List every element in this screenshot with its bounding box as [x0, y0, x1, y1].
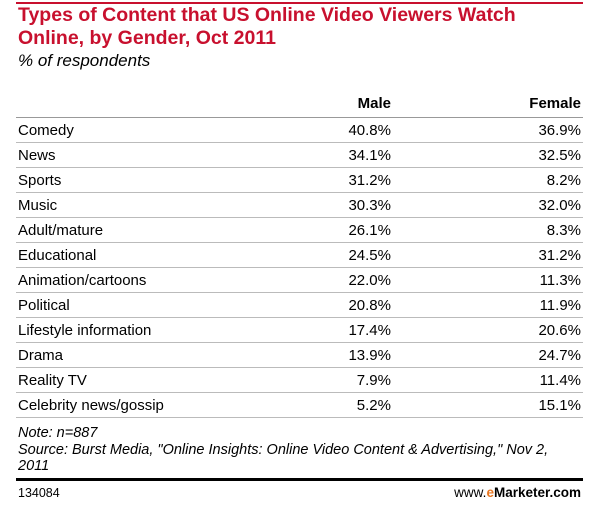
female-value: 11.4%: [401, 367, 583, 393]
male-value: 7.9%: [241, 367, 401, 393]
female-value: 8.3%: [401, 217, 583, 243]
brand-rest: Marketer.com: [493, 485, 581, 500]
row-label: News: [16, 142, 241, 168]
female-value: 15.1%: [401, 392, 583, 418]
female-value: 24.7%: [401, 342, 583, 368]
row-label: Political: [16, 292, 241, 318]
female-value: 20.6%: [401, 317, 583, 343]
male-value: 22.0%: [241, 267, 401, 293]
source: Source: Burst Media, "Online Insights: O…: [18, 441, 549, 475]
female-value: 36.9%: [401, 117, 583, 143]
male-value: 40.8%: [241, 117, 401, 143]
row-label: Celebrity news/gossip: [16, 392, 241, 418]
corner: [16, 90, 241, 118]
table-row: Animation/cartoons 22.0% 11.3%: [16, 267, 583, 293]
male-value: 20.8%: [241, 292, 401, 318]
brand-e: e: [486, 485, 494, 500]
male-value: 24.5%: [241, 242, 401, 268]
column-header: Female: [401, 90, 583, 118]
row-label: Reality TV: [16, 367, 241, 393]
brand-prefix: www.: [454, 485, 487, 500]
female-value: 11.3%: [401, 267, 583, 293]
brand: www.eMarketer.com: [454, 485, 581, 500]
table-row: Political 20.8% 11.9%: [16, 292, 583, 318]
row-label: Animation/cartoons: [16, 267, 241, 293]
data-table: Male Female Comedy 40.8% 36.9% News 34.1% 32.…: [16, 90, 583, 418]
male-value: 17.4%: [241, 317, 401, 343]
table-row: Adult/mature 26.1% 8.3%: [16, 217, 583, 243]
top-rule: [16, 2, 583, 4]
female-value: 31.2%: [401, 242, 583, 268]
row-label: Sports: [16, 167, 241, 193]
table-row: Reality TV 7.9% 11.4%: [16, 367, 583, 393]
table-row: Sports 31.2% 8.2%: [16, 167, 583, 193]
male-value: 34.1%: [241, 142, 401, 168]
title: Types of Content that US Online Video Vi…: [18, 4, 516, 49]
row-label: Drama: [16, 342, 241, 368]
table-body: Comedy 40.8% 36.9% News 34.1% 32.5% Sports 31.2…: [16, 117, 583, 418]
table-row: Music 30.3% 32.0%: [16, 192, 583, 218]
table-row: Educational 24.5% 31.2%: [16, 242, 583, 268]
row-label: Adult/mature: [16, 217, 241, 243]
table-row: Drama 13.9% 24.7%: [16, 342, 583, 368]
note: Note: n=887: [18, 425, 98, 441]
male-value: 26.1%: [241, 217, 401, 243]
bottom-rule: [16, 478, 583, 481]
female-value: 8.2%: [401, 167, 583, 193]
subtitle: % of respondents: [18, 51, 151, 70]
male-value: 30.3%: [241, 192, 401, 218]
male-value: 31.2%: [241, 167, 401, 193]
male-value: 13.9%: [241, 342, 401, 368]
header-row: Male Female: [16, 90, 583, 118]
notes: Note: n=887 Source: Burst Media, "Online…: [18, 425, 583, 475]
row-label: Comedy: [16, 117, 241, 143]
row-label: Lifestyle information: [16, 317, 241, 343]
row-label: Educational: [16, 242, 241, 268]
column-header: Male: [241, 90, 401, 118]
table-row: Celebrity news/gossip 5.2% 15.1%: [16, 392, 583, 418]
female-value: 32.5%: [401, 142, 583, 168]
male-value: 5.2%: [241, 392, 401, 418]
chart-id: 134084: [18, 486, 60, 500]
table-row: News 34.1% 32.5%: [16, 142, 583, 168]
row-label: Music: [16, 192, 241, 218]
table-row: Lifestyle information 17.4% 20.6%: [16, 317, 583, 343]
female-value: 11.9%: [401, 292, 583, 318]
table-row: Comedy 40.8% 36.9%: [16, 117, 583, 143]
female-value: 32.0%: [401, 192, 583, 218]
